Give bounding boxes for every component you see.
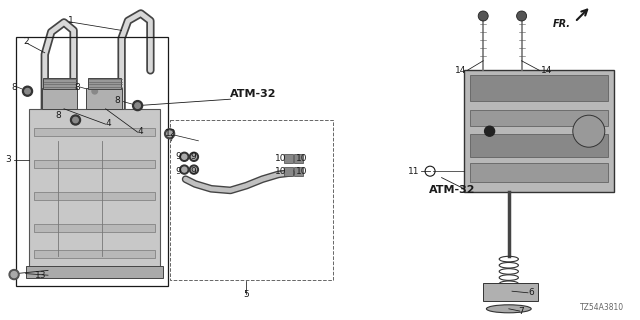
Text: 8: 8 xyxy=(12,83,17,92)
Text: 7: 7 xyxy=(518,308,524,316)
Text: ATM-32: ATM-32 xyxy=(230,89,277,100)
Bar xyxy=(34,224,155,232)
Text: 10: 10 xyxy=(296,154,308,163)
Circle shape xyxy=(180,165,189,174)
Bar xyxy=(34,128,155,136)
Bar xyxy=(284,167,293,176)
Text: 4: 4 xyxy=(138,127,143,136)
Text: ATM-32: ATM-32 xyxy=(429,185,476,196)
Circle shape xyxy=(189,165,198,174)
Circle shape xyxy=(573,115,605,147)
Text: 10: 10 xyxy=(275,154,286,163)
Circle shape xyxy=(164,129,175,139)
Text: 9: 9 xyxy=(191,167,196,176)
Circle shape xyxy=(191,154,196,159)
Circle shape xyxy=(182,154,187,159)
Circle shape xyxy=(9,269,19,280)
Circle shape xyxy=(182,167,187,172)
Bar xyxy=(284,155,293,164)
Circle shape xyxy=(478,11,488,21)
Bar xyxy=(29,109,160,275)
Text: 10: 10 xyxy=(296,167,308,176)
Bar xyxy=(34,192,155,200)
Circle shape xyxy=(70,115,81,125)
Bar xyxy=(294,167,303,176)
Bar xyxy=(43,78,76,89)
Circle shape xyxy=(132,100,143,111)
Text: 6: 6 xyxy=(528,288,534,297)
Bar xyxy=(16,37,168,286)
Text: 13: 13 xyxy=(35,271,47,280)
Bar xyxy=(88,78,121,89)
Circle shape xyxy=(135,103,140,108)
Bar xyxy=(34,250,155,258)
Text: 12: 12 xyxy=(164,129,176,138)
Text: 10: 10 xyxy=(275,167,286,176)
Circle shape xyxy=(191,167,196,172)
Ellipse shape xyxy=(486,305,531,313)
Text: 11: 11 xyxy=(408,167,419,176)
Text: 4: 4 xyxy=(106,119,111,128)
Bar xyxy=(470,110,608,126)
Text: 5: 5 xyxy=(244,290,249,299)
Text: 8: 8 xyxy=(115,96,120,105)
Text: FR.: FR. xyxy=(553,19,571,29)
Bar xyxy=(483,283,538,301)
Bar xyxy=(86,88,122,109)
Text: 14: 14 xyxy=(541,66,552,75)
Bar xyxy=(470,75,608,101)
Text: 9: 9 xyxy=(175,152,181,161)
Circle shape xyxy=(73,117,78,123)
Text: 3: 3 xyxy=(6,156,12,164)
Circle shape xyxy=(92,88,97,94)
Circle shape xyxy=(90,86,100,96)
Bar xyxy=(34,160,155,168)
Text: 9: 9 xyxy=(191,152,196,161)
Bar xyxy=(470,134,608,157)
Text: 1: 1 xyxy=(68,16,74,25)
Text: 14: 14 xyxy=(454,66,466,75)
Circle shape xyxy=(189,152,198,161)
Bar xyxy=(464,70,614,192)
Text: 2: 2 xyxy=(24,37,29,46)
Bar xyxy=(294,155,303,164)
Circle shape xyxy=(22,86,33,96)
Text: 9: 9 xyxy=(175,167,181,176)
Circle shape xyxy=(180,152,189,161)
Circle shape xyxy=(484,126,495,136)
Circle shape xyxy=(516,11,527,21)
Circle shape xyxy=(11,272,17,277)
Text: TZ54A3810: TZ54A3810 xyxy=(580,303,624,312)
Bar xyxy=(42,88,77,109)
Circle shape xyxy=(25,88,30,94)
Text: 8: 8 xyxy=(55,111,61,120)
Bar xyxy=(470,163,608,182)
Bar xyxy=(26,266,163,278)
Bar xyxy=(170,120,333,280)
Circle shape xyxy=(167,131,172,137)
Text: 8: 8 xyxy=(74,83,80,92)
